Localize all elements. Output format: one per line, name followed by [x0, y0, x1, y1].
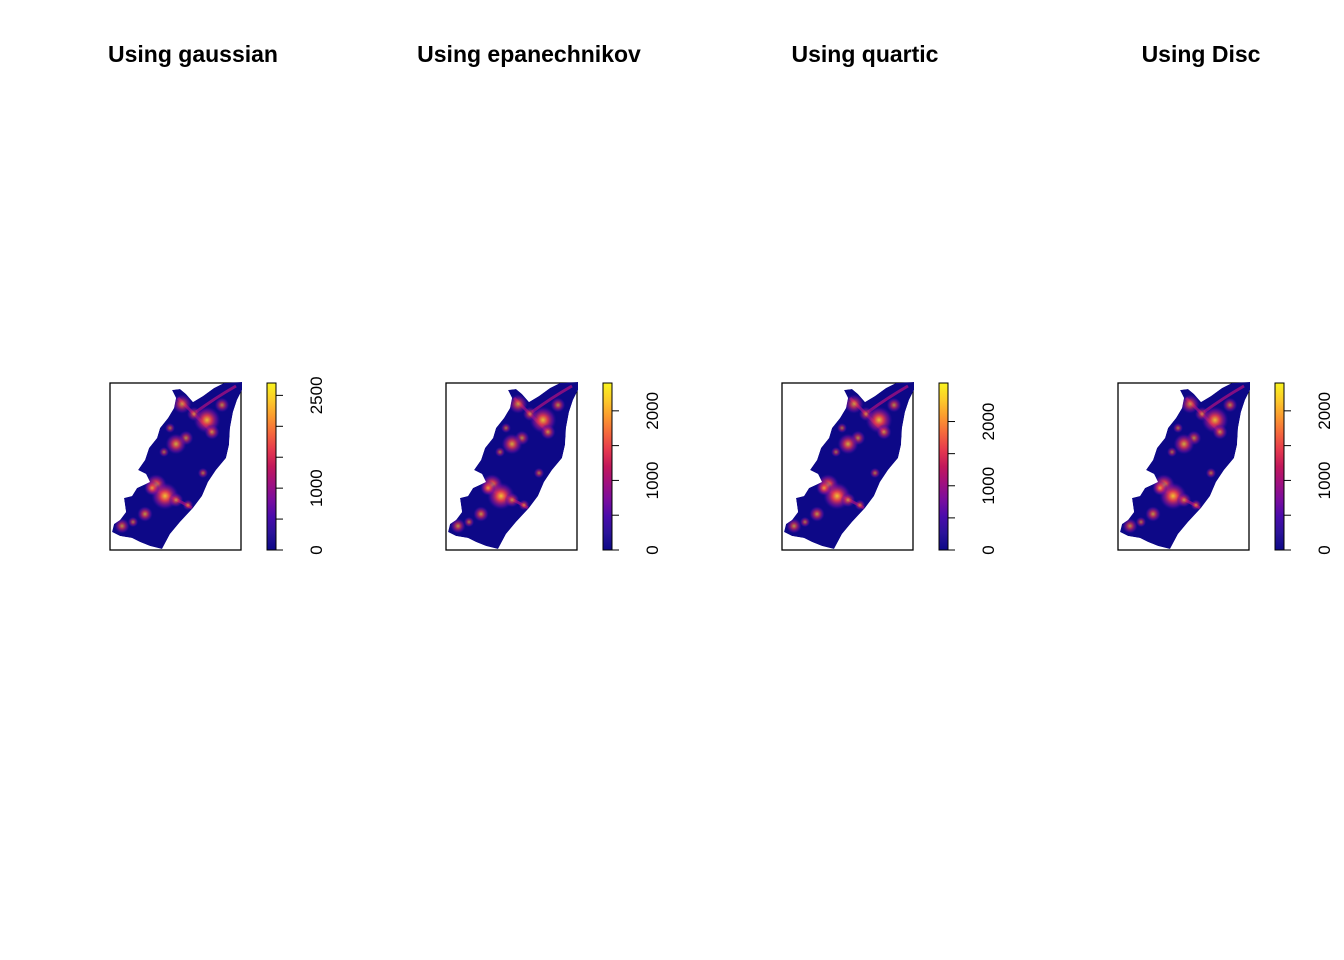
density-hotspot: [1222, 397, 1238, 413]
density-hotspot: [886, 397, 902, 413]
map-frame: [1117, 382, 1250, 551]
density-hotspot: [844, 394, 864, 414]
density-hotspot: [1205, 467, 1217, 479]
colorbar-tick-label: 1000: [979, 467, 998, 505]
colorbar-tick-label: 2000: [1315, 392, 1334, 430]
colorbar-tick-label: 1000: [643, 462, 662, 500]
colorbar: [266, 382, 277, 551]
density-hotspot: [533, 467, 545, 479]
colorbar-tick-label: 1000: [307, 469, 326, 507]
density-hotspot: [869, 467, 881, 479]
density-surface: [1120, 382, 1250, 549]
panel-gaussian: Using gaussian 0 1000 2500: [108, 41, 326, 555]
colorbar-tick-label: 2500: [307, 376, 326, 414]
colorbar-tick-label: 1000: [1315, 462, 1334, 500]
density-hotspot: [518, 499, 530, 511]
density-hotspot: [1176, 492, 1192, 508]
density-hotspot: [1122, 518, 1138, 534]
density-hotspot: [809, 506, 825, 522]
colorbar: [938, 382, 949, 551]
density-hotspot: [1135, 516, 1147, 528]
density-hotspot: [837, 433, 859, 455]
density-hotspot: [550, 397, 566, 413]
map-frame: [109, 382, 242, 551]
density-hotspot: [182, 499, 194, 511]
density-hotspot: [165, 433, 187, 455]
density-hotspot: [1145, 506, 1161, 522]
panel-title: Using epanechnikov: [417, 41, 641, 67]
density-hotspot: [450, 518, 466, 534]
density-hotspot: [1212, 424, 1228, 440]
density-hotspot: [1172, 422, 1184, 434]
density-hotspot: [840, 492, 856, 508]
density-hotspot: [144, 480, 160, 496]
density-hotspot: [164, 422, 176, 434]
colorbar-tick-label: 2000: [979, 403, 998, 441]
density-hotspot: [830, 446, 842, 458]
density-hotspot: [1180, 394, 1200, 414]
panel-title: Using gaussian: [108, 41, 278, 67]
map-frame: [781, 382, 914, 551]
density-hotspot: [204, 424, 220, 440]
panel-title: Using quartic: [792, 41, 939, 67]
density-hotspot: [158, 446, 170, 458]
density-hotspot: [463, 516, 475, 528]
colorbar-tick-label: 0: [307, 545, 326, 554]
density-hotspot: [114, 518, 130, 534]
density-hotspot: [1190, 499, 1202, 511]
colorbar-tick-label: 2000: [643, 392, 662, 430]
density-hotspot: [480, 480, 496, 496]
density-hotspot: [854, 499, 866, 511]
density-hotspot: [501, 433, 523, 455]
density-hotspot: [816, 480, 832, 496]
colorbar: [602, 382, 613, 551]
density-hotspot: [494, 446, 506, 458]
density-hotspot: [172, 394, 192, 414]
density-hotspot: [127, 516, 139, 528]
density-hotspot: [540, 424, 556, 440]
density-hotspot: [197, 467, 209, 479]
density-hotspot: [836, 422, 848, 434]
density-hotspot: [1166, 446, 1178, 458]
density-hotspot: [508, 394, 528, 414]
density-hotspot: [168, 492, 184, 508]
density-hotspot: [214, 397, 230, 413]
density-hotspot: [1152, 480, 1168, 496]
colorbar-tick-label: 0: [643, 545, 662, 554]
panel-quartic: Using quartic 0 1000 2000: [781, 41, 998, 555]
colorbar: [1274, 382, 1285, 551]
density-hotspot: [876, 424, 892, 440]
panel-disc: Using Disc 0 1000 2000: [1117, 41, 1334, 555]
density-hotspot: [473, 506, 489, 522]
map-frame: [445, 382, 578, 551]
colorbar-tick-label: 0: [1315, 545, 1334, 554]
density-surface: [448, 382, 578, 549]
density-hotspot: [799, 516, 811, 528]
density-surface: [784, 382, 914, 549]
density-hotspot: [786, 518, 802, 534]
density-hotspot: [1173, 433, 1195, 455]
density-hotspot: [137, 506, 153, 522]
density-surface: [112, 382, 242, 549]
density-hotspot: [500, 422, 512, 434]
panel-title: Using Disc: [1142, 41, 1261, 67]
density-hotspot: [504, 492, 520, 508]
panel-epanechnikov: Using epanechnikov 0 1000 2000: [417, 41, 662, 555]
colorbar-tick-label: 0: [979, 545, 998, 554]
